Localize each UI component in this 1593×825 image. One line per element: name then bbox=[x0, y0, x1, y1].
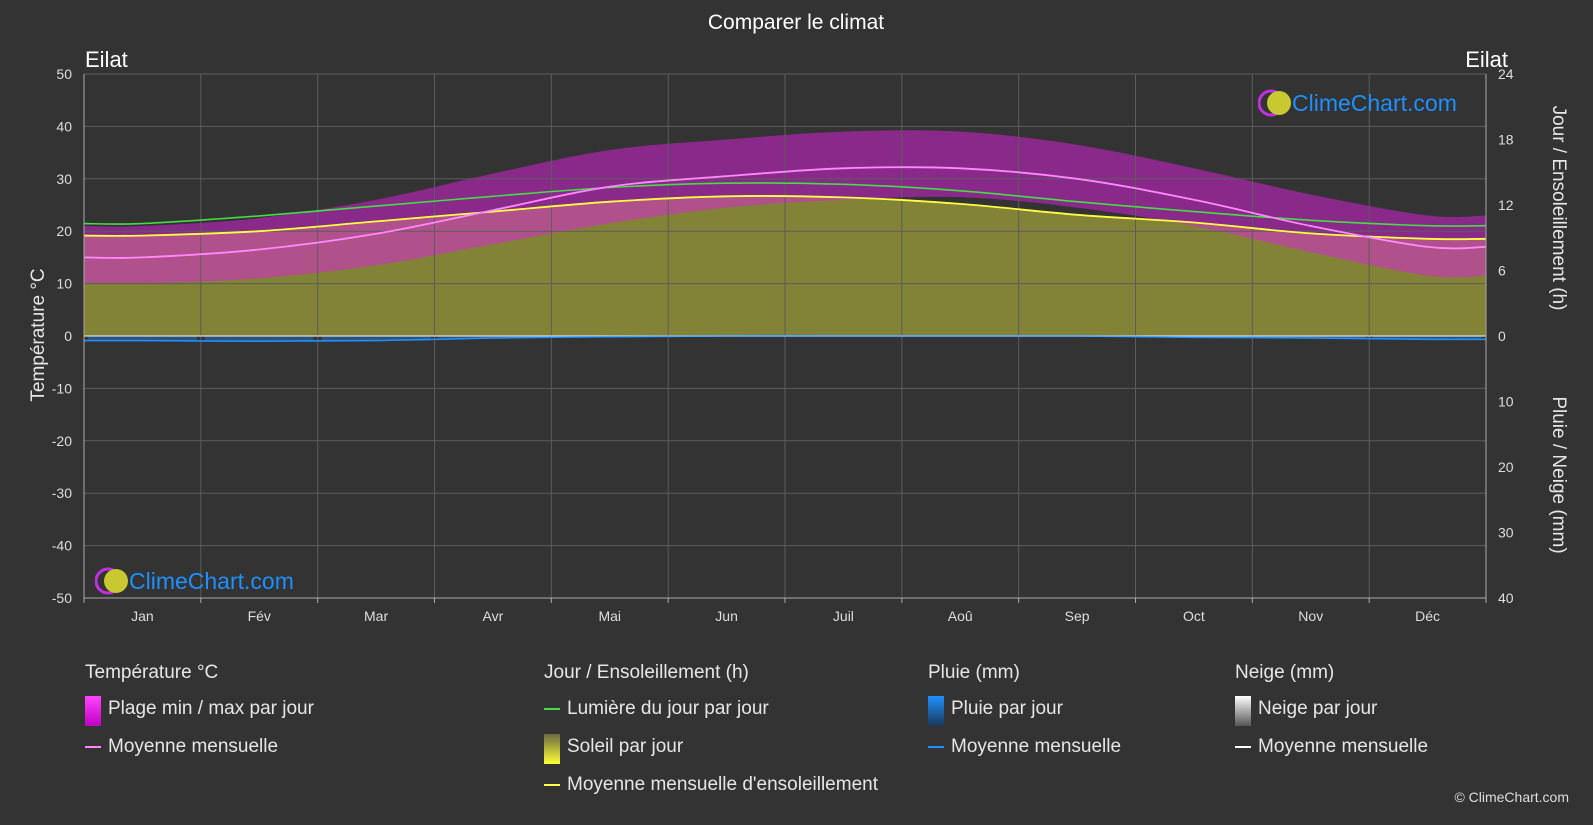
y-left-tick-label: 50 bbox=[56, 66, 72, 82]
x-tick-label: Déc bbox=[1415, 608, 1440, 624]
legend-temp-range: Plage min / max par jour bbox=[85, 696, 314, 736]
y-right-bottom-tick-label: 20 bbox=[1498, 459, 1514, 475]
y-right-top-tick-label: 18 bbox=[1498, 132, 1514, 148]
legend-sun: Jour / Ensoleillement (h) Lumière du jou… bbox=[544, 662, 878, 812]
legend-rain-daily: Pluie par jour bbox=[928, 696, 1121, 736]
rain-bar bbox=[321, 336, 431, 341]
rain-bar bbox=[438, 336, 548, 338]
rain-mean-swatch bbox=[928, 746, 944, 748]
y-left-tick-label: -20 bbox=[52, 433, 72, 449]
x-tick-label: Sep bbox=[1065, 608, 1090, 624]
location-right: Eilat bbox=[1465, 47, 1508, 72]
snow-mean-swatch bbox=[1235, 746, 1251, 748]
chart-title: Comparer le climat bbox=[708, 11, 884, 34]
sunshine-swatch bbox=[544, 734, 560, 764]
legend-sunshine-mean: Moyenne mensuelle d'ensoleillement bbox=[544, 774, 878, 812]
rain-bar bbox=[1256, 336, 1366, 338]
logo-icon bbox=[1257, 88, 1291, 118]
x-tick-label: Fév bbox=[248, 608, 271, 624]
y-left-tick-label: 10 bbox=[56, 276, 72, 292]
daylight-swatch bbox=[544, 708, 560, 710]
y-right-top-tick-label: 6 bbox=[1498, 263, 1506, 279]
y-right-top-tick-label: 12 bbox=[1498, 197, 1514, 213]
x-tick-label: Mar bbox=[364, 608, 388, 624]
legend-temperature: Température °C Plage min / max par jour … bbox=[85, 662, 314, 774]
y-right-bottom-tick-label: 30 bbox=[1498, 525, 1514, 541]
legend-daylight: Lumière du jour par jour bbox=[544, 698, 878, 736]
logo-text: ClimeChart.com bbox=[129, 567, 294, 594]
rain-swatch bbox=[928, 696, 944, 726]
y-left-tick-label: -10 bbox=[52, 380, 72, 396]
legend-snow: Neige (mm) Neige par jour Moyenne mensue… bbox=[1235, 662, 1428, 774]
sunshine-mean-line bbox=[83, 195, 1487, 241]
x-tick-label: Aoû bbox=[948, 608, 973, 624]
y-right-bottom-axis-label: Pluie / Neige (mm) bbox=[1548, 396, 1569, 553]
x-tick-label: Juil bbox=[833, 608, 854, 624]
logo-bottom: ClimeChart.com bbox=[94, 566, 294, 596]
legend-snow-mean: Moyenne mensuelle bbox=[1235, 736, 1428, 774]
y-left-tick-label: 40 bbox=[56, 118, 72, 134]
rain-bar bbox=[204, 336, 314, 342]
y-left-tick-label: 20 bbox=[56, 223, 72, 239]
legend-rain-heading: Pluie (mm) bbox=[928, 662, 1020, 683]
temp-mean-line bbox=[83, 166, 1487, 259]
legend-rain-mean: Moyenne mensuelle bbox=[928, 736, 1121, 774]
snow-swatch bbox=[1235, 696, 1251, 726]
logo-top: ClimeChart.com bbox=[1257, 88, 1457, 118]
y-right-top-axis-label: Jour / Ensoleillement (h) bbox=[1548, 106, 1569, 311]
y-right-bottom-tick-label: 10 bbox=[1498, 394, 1514, 410]
rain-mean-line bbox=[83, 335, 1487, 343]
y-right-top-tick-label: 24 bbox=[1498, 66, 1514, 82]
y-left-tick-label: -40 bbox=[52, 538, 72, 554]
legend-temperature-heading: Température °C bbox=[85, 662, 219, 683]
x-tick-label: Mai bbox=[598, 608, 621, 624]
sunshine-mean-swatch bbox=[544, 784, 560, 786]
legend-snow-heading: Neige (mm) bbox=[1235, 662, 1335, 683]
x-tick-label: Nov bbox=[1298, 608, 1323, 624]
legend-rain: Pluie (mm) Pluie par jour Moyenne mensue… bbox=[928, 662, 1121, 774]
location-left: Eilat bbox=[85, 47, 128, 72]
copyright: © ClimeChart.com bbox=[1454, 789, 1569, 805]
legend-temp-mean: Moyenne mensuelle bbox=[85, 736, 314, 774]
rain-bar bbox=[88, 336, 197, 341]
x-tick-label: Jan bbox=[131, 608, 154, 624]
rain-bar bbox=[1373, 336, 1482, 340]
y-left-axis-label: Température °C bbox=[28, 268, 49, 401]
y-left-tick-label: 30 bbox=[56, 171, 72, 187]
y-right-bottom-tick-label: 40 bbox=[1498, 590, 1514, 606]
y-left-tick-label: 0 bbox=[64, 328, 72, 344]
y-left-tick-label: -30 bbox=[52, 485, 72, 501]
logo-icon bbox=[94, 566, 128, 596]
legend-sun-heading: Jour / Ensoleillement (h) bbox=[544, 662, 749, 683]
logo-text: ClimeChart.com bbox=[1292, 89, 1457, 116]
x-tick-label: Avr bbox=[483, 608, 504, 624]
legend-sunshine: Soleil par jour bbox=[544, 734, 878, 774]
temp-range-swatch bbox=[85, 696, 101, 726]
legend-snow-daily: Neige par jour bbox=[1235, 696, 1428, 736]
x-tick-label: Oct bbox=[1183, 608, 1205, 624]
y-right-top-tick-label: 0 bbox=[1498, 328, 1506, 344]
y-left-tick-label: -50 bbox=[52, 590, 72, 606]
temp-mean-swatch bbox=[85, 746, 101, 748]
x-tick-label: Jun bbox=[715, 608, 738, 624]
